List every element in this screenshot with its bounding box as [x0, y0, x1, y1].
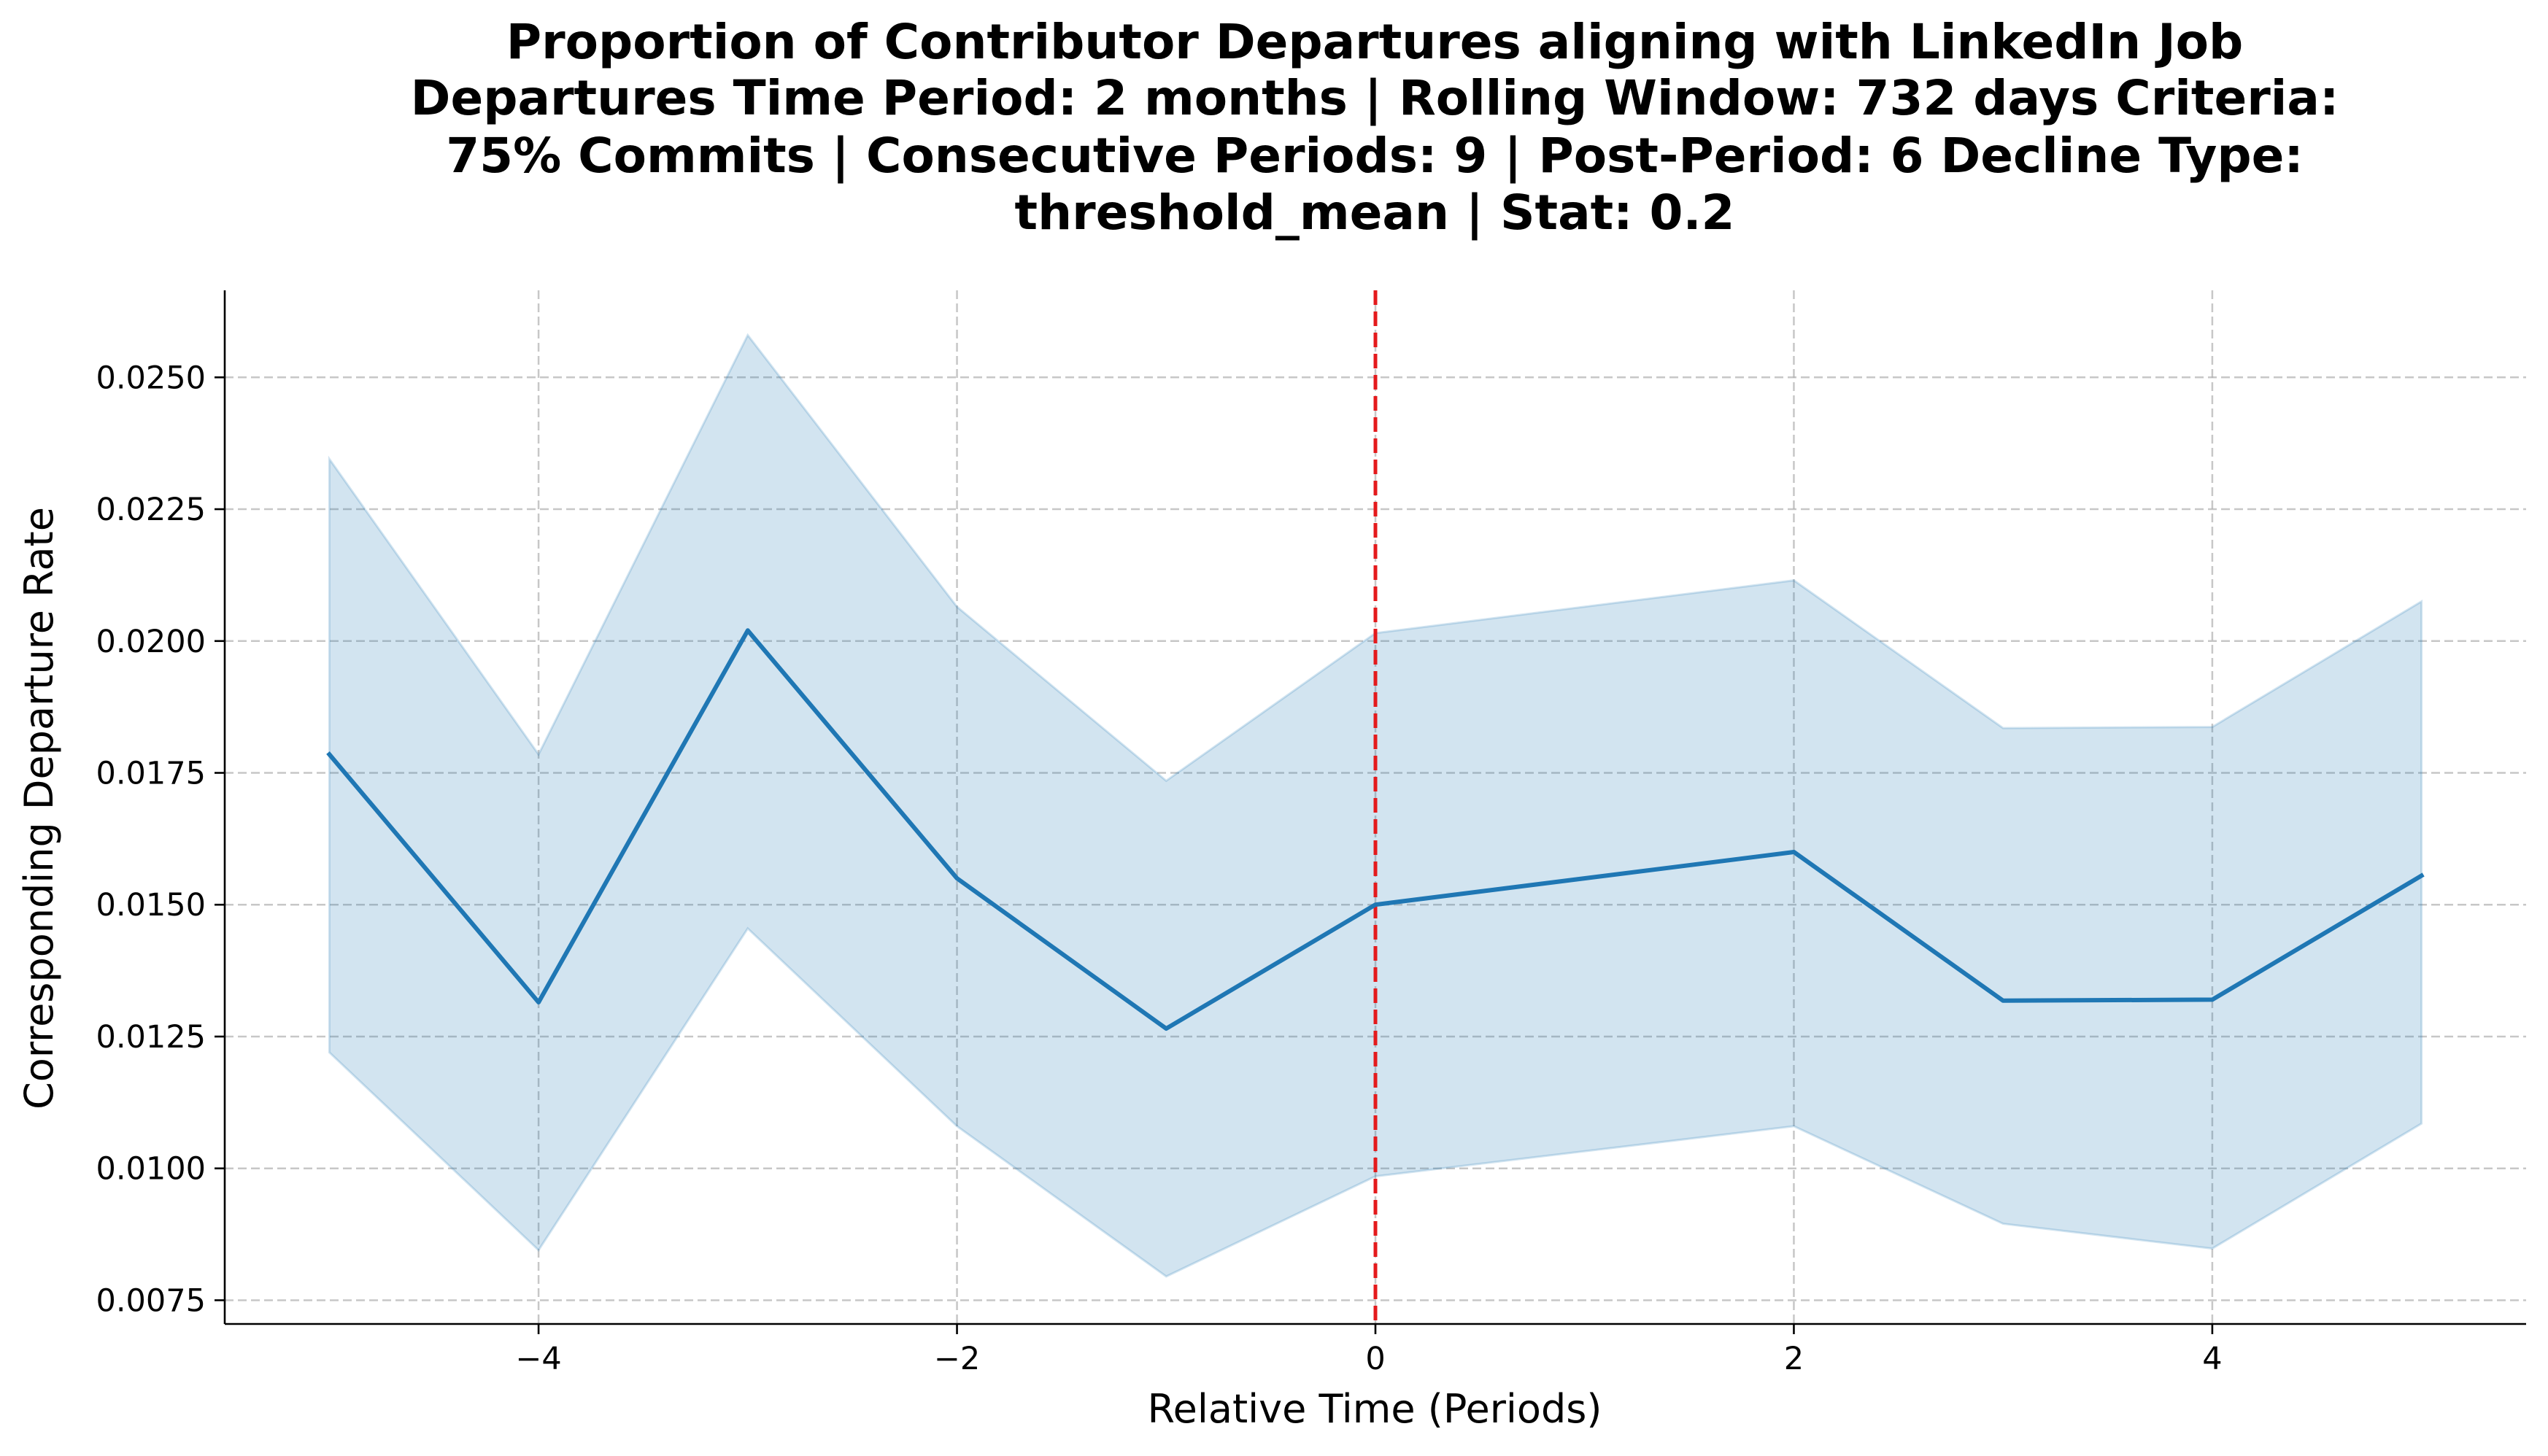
chart-title-line-1: Proportion of Contributor Departures ali…	[506, 14, 2243, 70]
y-tick-label-0: 0.0075	[96, 1282, 206, 1319]
y-tick-label-7: 0.0250	[96, 360, 206, 396]
series-line-0	[326, 628, 2425, 1031]
x-axis-ticks: −4 −2 0 2 4	[515, 1324, 2223, 1377]
chart-title-line-2: Departures Time Period: 2 months | Rolli…	[411, 70, 2339, 127]
y-tick-label-5: 0.0200	[96, 624, 206, 660]
y-axis-ticks: 0.0075 0.0100 0.0125 0.0150 0.0175 0.0200 0.02…	[96, 360, 225, 1319]
chart-title-line-4: threshold_mean | Stat: 0.2	[1015, 185, 1735, 241]
y-tick-label-6: 0.0225	[96, 492, 206, 528]
y-axis-label: Corresponding Departure Rate	[16, 507, 62, 1110]
x-tick-label-4: 4	[2202, 1341, 2222, 1377]
x-axis-label: Relative Time (Periods)	[1148, 1386, 1602, 1432]
chart-title: Proportion of Contributor Departures ali…	[411, 14, 2339, 241]
x-tick-label-3: 2	[1784, 1341, 1804, 1377]
y-tick-label-2: 0.0125	[96, 1019, 206, 1056]
x-tick-label-1: −2	[934, 1341, 980, 1377]
x-tick-label-2: 0	[1365, 1341, 1385, 1377]
series-line-layer	[326, 628, 2425, 1031]
y-tick-label-3: 0.0150	[96, 887, 206, 923]
x-tick-label-0: −4	[515, 1341, 561, 1377]
y-tick-label-1: 0.0100	[96, 1151, 206, 1188]
chart-title-line-3: 75% Commits | Consecutive Periods: 9 | P…	[446, 128, 2304, 185]
y-tick-label-4: 0.0175	[96, 756, 206, 792]
